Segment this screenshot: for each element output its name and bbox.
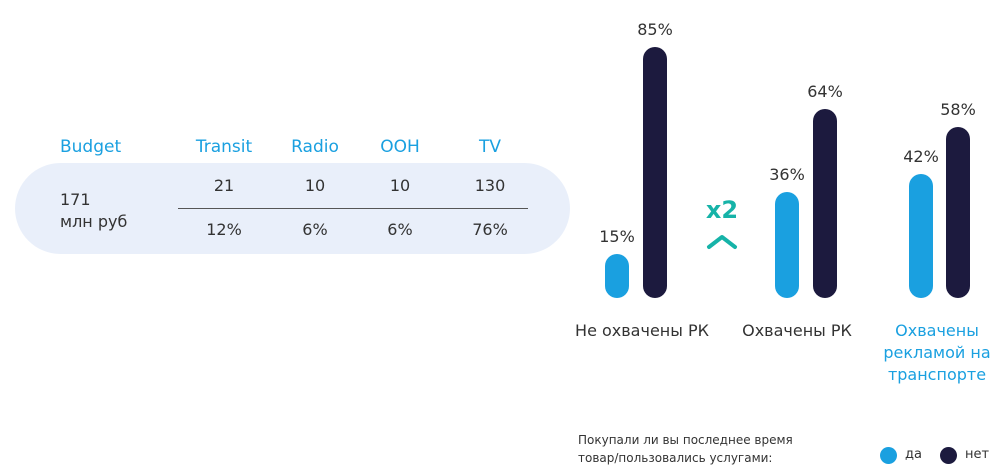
bar: [813, 109, 837, 298]
table-header: OOH: [380, 137, 420, 157]
budget-value: 171: [60, 190, 91, 209]
budget-unit: млн руб: [60, 212, 128, 231]
value-label: 58%: [940, 99, 976, 119]
bar: [775, 191, 799, 298]
category-label: Охвачены рекламой на транспорте: [883, 321, 991, 384]
table-header: Radio: [291, 137, 339, 157]
table-cell: 21: [213, 176, 235, 195]
bar: [605, 253, 629, 298]
table-cell: 10: [304, 176, 326, 195]
category-label: Охвачены РК: [742, 321, 852, 340]
value-label: 64%: [807, 82, 843, 102]
value-label: 36%: [769, 164, 805, 184]
value-label: 15%: [599, 226, 635, 246]
table-divider: [178, 208, 528, 209]
bar: [909, 174, 933, 298]
legend-label: нет: [965, 447, 990, 462]
table-cell: 12%: [206, 220, 242, 239]
value-label: 42%: [903, 147, 939, 167]
table-cell: 6%: [302, 220, 328, 239]
legend-swatch: [940, 447, 957, 464]
table-header: TV: [478, 137, 502, 157]
chevron: [707, 235, 737, 249]
value-label: 85%: [637, 20, 673, 40]
category-label: Не охвачены РК: [575, 321, 709, 340]
legend-title: Покупали ли вы последнее время товар/пол…: [578, 433, 793, 465]
table-header: Transit: [195, 137, 253, 157]
table-cell: 6%: [387, 220, 413, 239]
table-header: Budget: [60, 137, 122, 157]
bar: [946, 126, 970, 298]
table-cell: 10: [389, 176, 411, 195]
table-cell: 76%: [472, 220, 508, 239]
annotation: x2: [705, 196, 739, 224]
legend-swatch: [880, 447, 897, 464]
chevron-line: [707, 235, 737, 249]
table-cell: 130: [474, 176, 506, 195]
bar: [643, 47, 667, 298]
legend-label: да: [905, 447, 922, 462]
